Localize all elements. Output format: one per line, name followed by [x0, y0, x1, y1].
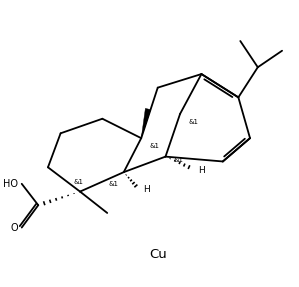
- Polygon shape: [141, 108, 151, 138]
- Text: HO: HO: [3, 179, 18, 189]
- Text: &1: &1: [173, 156, 183, 162]
- Text: &1: &1: [109, 181, 119, 187]
- Text: &1: &1: [150, 143, 160, 149]
- Text: O: O: [10, 222, 18, 232]
- Text: Cu: Cu: [149, 248, 167, 261]
- Text: &1: &1: [73, 179, 83, 185]
- Text: H: H: [199, 166, 205, 175]
- Text: H: H: [143, 185, 150, 194]
- Text: &1: &1: [189, 119, 199, 125]
